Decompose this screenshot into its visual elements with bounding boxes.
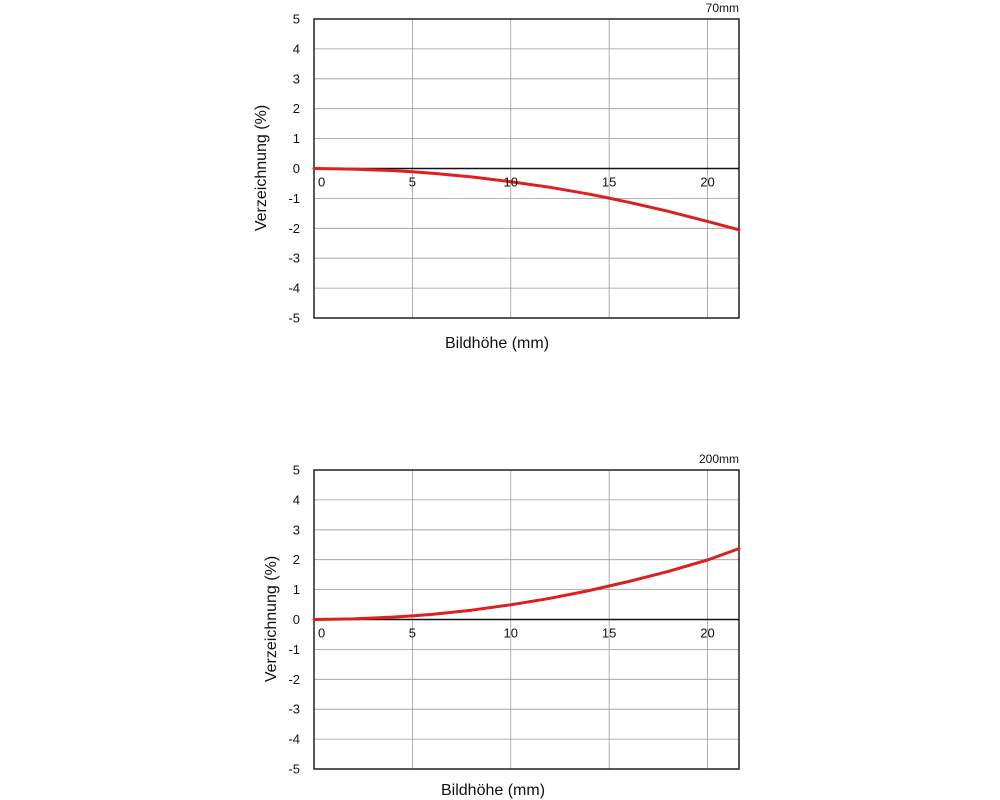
chart-200mm-y-tick-label: -3 xyxy=(288,702,300,717)
chart-70mm-y-tick-label: 2 xyxy=(293,101,300,116)
chart-200mm-distortion-curve xyxy=(312,547,741,621)
chart-200mm-y-tick-label: -5 xyxy=(288,762,300,777)
chart-200mm-x-tick-label: 15 xyxy=(602,626,616,641)
chart-70mm-x-tick-label: 0 xyxy=(318,175,325,190)
chart-70mm-marks xyxy=(312,167,741,232)
chart-70mm-y-tick-label: 1 xyxy=(293,131,300,146)
chart-70mm-y-axis-label: Verzeichnung (%) xyxy=(253,105,270,231)
chart-70mm-x-tick-label: 20 xyxy=(700,175,714,190)
chart-70mm-y-tick-label: 4 xyxy=(293,41,300,56)
chart-200mm-y-tick-label: 5 xyxy=(293,463,300,478)
chart-200mm-y-tick-label: 2 xyxy=(293,552,300,567)
chart-70mm-x-axis-label: Bildhöhe (mm) xyxy=(445,335,549,352)
chart-70mm-y-tick-label: -3 xyxy=(288,251,300,266)
chart-70mm-y-tick-label: -2 xyxy=(288,221,300,236)
chart-200mm-focal-label: 200mm xyxy=(699,452,739,466)
chart-70mm-y-tick-label: -4 xyxy=(288,281,300,296)
chart-200mm-y-tick-label: 0 xyxy=(293,612,300,627)
chart-200mm-y-tick-label: 4 xyxy=(293,492,300,507)
chart-200mm-x-tick-label: 0 xyxy=(318,626,325,641)
chart-70mm-focal-label: 70mm xyxy=(706,1,739,15)
chart-200mm-y-tick-label: -1 xyxy=(288,642,300,657)
chart-70mm-x-tick-label: 10 xyxy=(504,175,518,190)
chart-200mm-y-tick-label: 3 xyxy=(293,522,300,537)
chart-200mm-x-tick-label: 5 xyxy=(409,626,416,641)
chart-70mm-y-tick-label: -5 xyxy=(288,311,300,326)
chart-200mm-grid xyxy=(313,469,740,770)
chart-200mm-x-tick-label: 10 xyxy=(504,626,518,641)
chart-200mm-y-tick-label: -4 xyxy=(288,732,300,747)
chart-200mm-x-tick-label: 20 xyxy=(700,626,714,641)
chart-70mm-y-tick-label: 5 xyxy=(293,12,300,27)
chart-70mm-y-tick-label: 3 xyxy=(293,71,300,86)
chart-200mm-y-tick-label: -2 xyxy=(288,672,300,687)
chart-70mm-y-tick-label: 0 xyxy=(293,161,300,176)
chart-70mm-x-tick-label: 15 xyxy=(602,175,616,190)
chart-70mm-x-tick-label: 5 xyxy=(409,175,416,190)
chart-70mm-distortion-curve xyxy=(312,167,741,232)
chart-200mm-x-axis-label: Bildhöhe (mm) xyxy=(441,782,545,799)
chart-70mm-y-tick-label: -1 xyxy=(288,191,300,206)
chart-200mm-y-tick-label: 1 xyxy=(293,582,300,597)
chart-70mm-grid xyxy=(313,18,740,319)
chart-200mm-marks xyxy=(312,547,741,621)
chart-200mm-y-axis-label: Verzeichnung (%) xyxy=(263,556,280,682)
